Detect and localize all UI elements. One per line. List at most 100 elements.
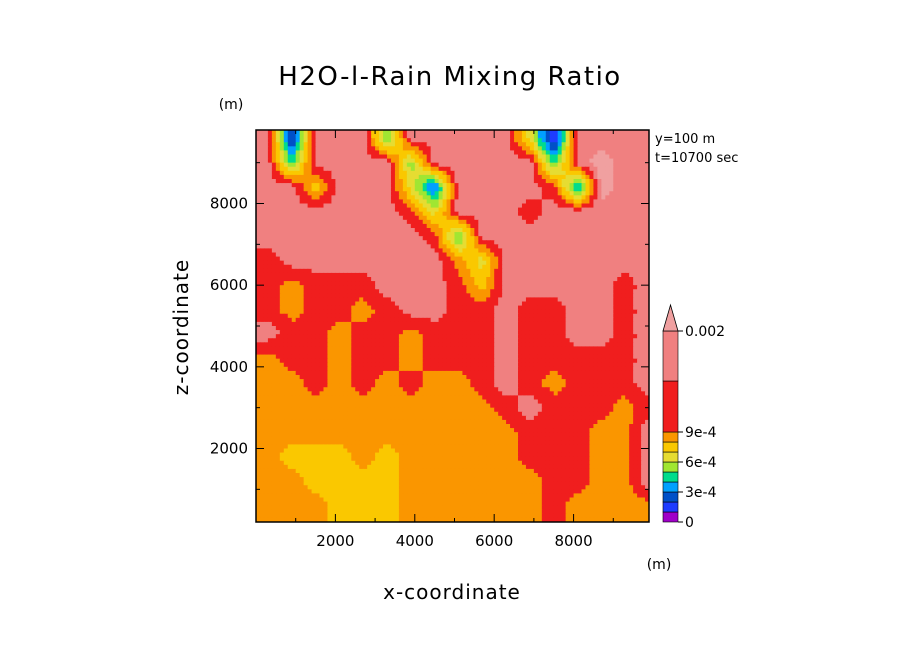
field-cell bbox=[458, 272, 464, 278]
field-cell bbox=[601, 297, 606, 303]
field-cell bbox=[394, 146, 400, 152]
field-cell bbox=[327, 256, 333, 262]
field-cell bbox=[494, 166, 499, 172]
field-cell bbox=[279, 134, 285, 139]
field-cell bbox=[291, 326, 297, 331]
field-cell bbox=[633, 293, 638, 299]
field-cell bbox=[589, 309, 595, 315]
field-cell bbox=[275, 170, 281, 176]
field-cell bbox=[593, 142, 598, 147]
field-cell bbox=[256, 317, 261, 323]
field-cell bbox=[561, 166, 567, 172]
field-cell bbox=[331, 252, 336, 258]
field-cell bbox=[307, 174, 313, 180]
field-cell bbox=[462, 179, 467, 184]
field-cell bbox=[466, 179, 471, 184]
field-cell bbox=[593, 138, 598, 143]
field-cell bbox=[426, 199, 432, 205]
field-cell bbox=[327, 199, 333, 205]
field-cell bbox=[339, 211, 344, 217]
field-cell bbox=[557, 264, 563, 270]
field-cell bbox=[549, 268, 555, 274]
field-cell bbox=[565, 313, 571, 319]
field-cell bbox=[613, 150, 618, 156]
field-cell bbox=[454, 158, 460, 164]
field-cell bbox=[498, 142, 503, 147]
field-cell bbox=[271, 297, 277, 303]
field-cell bbox=[379, 268, 384, 274]
field-cell bbox=[450, 285, 456, 290]
field-cell bbox=[387, 203, 392, 209]
field-cell bbox=[394, 313, 400, 319]
field-cell bbox=[490, 166, 495, 172]
field-cell bbox=[529, 228, 535, 233]
field-cell bbox=[263, 232, 269, 237]
field-cell bbox=[283, 334, 289, 339]
field-cell bbox=[402, 215, 408, 221]
field-cell bbox=[426, 228, 432, 233]
field-cell bbox=[410, 207, 416, 213]
field-cell bbox=[458, 297, 464, 303]
field-cell bbox=[585, 191, 591, 196]
field-cell bbox=[299, 272, 305, 278]
field-cell bbox=[502, 326, 507, 331]
field-cell bbox=[307, 138, 313, 143]
field-cell bbox=[462, 219, 467, 225]
field-cell bbox=[402, 211, 408, 217]
field-cell bbox=[335, 317, 340, 323]
field-cell bbox=[414, 293, 420, 299]
field-cell bbox=[355, 289, 360, 294]
field-cell bbox=[287, 301, 293, 307]
field-cell bbox=[545, 297, 551, 303]
field-cell bbox=[573, 281, 579, 286]
field-cell bbox=[319, 309, 325, 315]
field-cell bbox=[331, 138, 336, 143]
field-cell bbox=[263, 334, 269, 339]
field-cell bbox=[319, 195, 325, 201]
field-cell bbox=[474, 281, 479, 286]
field-cell bbox=[323, 166, 329, 172]
field-cell bbox=[390, 313, 396, 319]
field-cell bbox=[510, 142, 515, 147]
field-cell bbox=[390, 223, 396, 229]
field-cell bbox=[414, 166, 420, 172]
field-cell bbox=[506, 256, 511, 262]
field-cell bbox=[625, 330, 630, 335]
field-cell bbox=[521, 305, 527, 311]
field-cell bbox=[577, 211, 583, 217]
field-cell bbox=[323, 174, 329, 180]
field-cell bbox=[311, 207, 317, 213]
field-cell bbox=[311, 191, 317, 196]
field-cell bbox=[402, 326, 408, 331]
field-cell bbox=[279, 154, 285, 160]
field-cell bbox=[307, 330, 313, 335]
field-cell bbox=[486, 146, 491, 152]
field-cell bbox=[565, 272, 571, 278]
field-cell bbox=[287, 138, 293, 143]
field-cell bbox=[335, 170, 340, 176]
field-cell bbox=[569, 301, 575, 307]
field-cell bbox=[645, 232, 649, 237]
field-cell bbox=[494, 240, 499, 245]
field-cell bbox=[573, 187, 579, 192]
field-cell bbox=[422, 199, 428, 205]
field-cell bbox=[295, 252, 301, 258]
field-cell bbox=[271, 232, 277, 237]
field-cell bbox=[573, 301, 579, 307]
field-cell bbox=[259, 134, 265, 139]
field-cell bbox=[287, 256, 293, 262]
field-cell bbox=[605, 289, 610, 294]
field-cell bbox=[589, 301, 595, 307]
field-cell bbox=[533, 146, 539, 152]
field-cell bbox=[426, 191, 432, 196]
field-cell bbox=[545, 272, 551, 278]
field-cell bbox=[625, 130, 630, 135]
field-cell bbox=[371, 240, 376, 245]
field-cell bbox=[609, 154, 614, 160]
field-cell bbox=[387, 326, 392, 331]
field-cell bbox=[565, 240, 571, 245]
field-cell bbox=[363, 199, 368, 205]
field-cell bbox=[367, 293, 372, 299]
field-cell bbox=[418, 268, 424, 274]
field-cell bbox=[605, 285, 610, 290]
